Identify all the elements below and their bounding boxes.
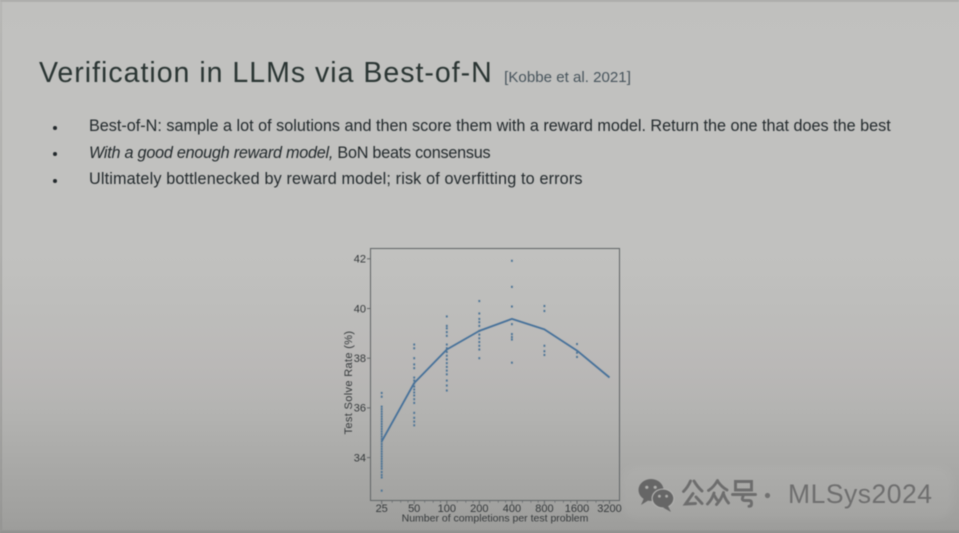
svg-text:800: 800 xyxy=(535,503,553,515)
svg-text:50: 50 xyxy=(408,503,420,515)
svg-text:1600: 1600 xyxy=(565,503,589,515)
svg-text:25: 25 xyxy=(376,503,388,515)
svg-text:Number of completions per test: Number of completions per test problem xyxy=(402,513,589,525)
svg-text:200: 200 xyxy=(470,503,488,515)
svg-text:40: 40 xyxy=(354,303,366,315)
svg-text:400: 400 xyxy=(503,503,521,515)
svg-text:34: 34 xyxy=(354,452,366,464)
svg-text:100: 100 xyxy=(438,503,456,515)
svg-text:42: 42 xyxy=(354,254,366,266)
svg-text:Test Solve Rate (%): Test Solve Rate (%) xyxy=(343,331,355,435)
svg-text:38: 38 xyxy=(354,353,366,365)
svg-text:3200: 3200 xyxy=(597,503,621,515)
svg-text:36: 36 xyxy=(354,403,366,415)
